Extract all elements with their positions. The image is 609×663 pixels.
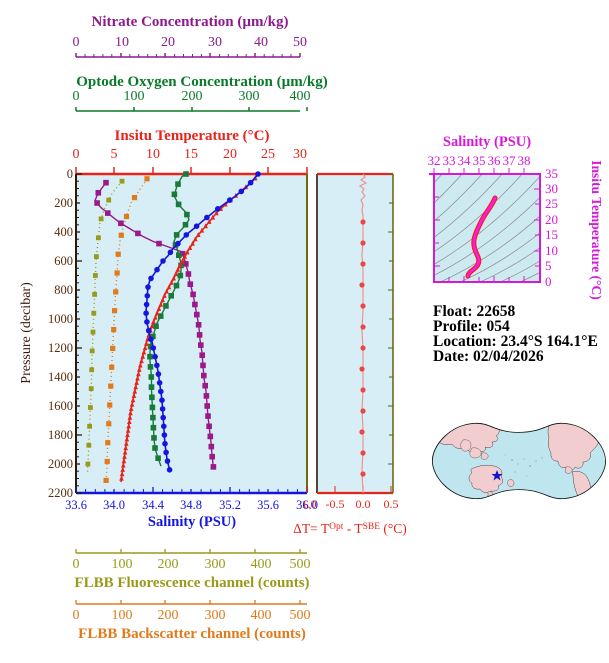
svg-text:Optode Oxygen Concentration (µ: Optode Oxygen Concentration (µm/kg) xyxy=(76,74,328,90)
svg-text:35: 35 xyxy=(545,166,558,181)
svg-text:100: 100 xyxy=(112,608,133,623)
svg-text:20: 20 xyxy=(223,147,237,162)
svg-text:5: 5 xyxy=(111,147,118,162)
svg-text:33: 33 xyxy=(443,153,456,168)
svg-text:-0.5: -0.5 xyxy=(326,497,345,511)
svg-text:30: 30 xyxy=(208,35,222,50)
svg-text:Pressure (decibar): Pressure (decibar) xyxy=(19,282,34,384)
svg-text:37: 37 xyxy=(503,153,517,168)
svg-text:400: 400 xyxy=(54,225,73,239)
svg-text:1.0: 1.0 xyxy=(302,497,317,511)
svg-text:34.0: 34.0 xyxy=(103,498,125,512)
svg-text:15: 15 xyxy=(545,227,558,242)
svg-text:10: 10 xyxy=(146,147,160,162)
svg-text:400: 400 xyxy=(290,89,311,104)
svg-text:40: 40 xyxy=(254,35,268,50)
svg-text:1000: 1000 xyxy=(48,312,73,326)
svg-text:800: 800 xyxy=(54,283,73,297)
svg-text:50: 50 xyxy=(293,35,307,50)
svg-text:0: 0 xyxy=(73,89,80,104)
svg-text:0: 0 xyxy=(545,274,552,289)
svg-text:0: 0 xyxy=(73,557,80,572)
svg-text:2000: 2000 xyxy=(48,457,73,471)
svg-text:5: 5 xyxy=(545,258,552,273)
svg-text:FLBB Backscatter channel (coun: FLBB Backscatter channel (counts) xyxy=(78,626,306,642)
svg-text:500: 500 xyxy=(290,608,311,623)
svg-text:10: 10 xyxy=(115,35,129,50)
svg-text:36: 36 xyxy=(488,153,502,168)
svg-text:500: 500 xyxy=(290,557,311,572)
svg-text:100: 100 xyxy=(112,557,133,572)
svg-text:10: 10 xyxy=(545,243,558,258)
svg-text:300: 300 xyxy=(205,557,226,572)
svg-text:0: 0 xyxy=(73,147,80,162)
svg-text:0.0: 0.0 xyxy=(356,497,371,511)
svg-text:25: 25 xyxy=(261,147,275,162)
svg-text:34.4: 34.4 xyxy=(142,498,165,512)
svg-text:25: 25 xyxy=(545,196,558,211)
svg-text:Date: 02/04/2026: Date: 02/04/2026 xyxy=(433,348,544,365)
svg-text:0: 0 xyxy=(73,35,80,50)
svg-text:1600: 1600 xyxy=(48,399,73,413)
svg-text:30: 30 xyxy=(293,147,307,162)
svg-text:200: 200 xyxy=(158,608,179,623)
svg-text:400: 400 xyxy=(251,608,272,623)
svg-text:Salinity (PSU): Salinity (PSU) xyxy=(148,514,236,530)
svg-text:35.2: 35.2 xyxy=(219,498,241,512)
svg-text:0: 0 xyxy=(67,167,73,181)
svg-text:32: 32 xyxy=(428,153,441,168)
svg-text:400: 400 xyxy=(251,557,272,572)
svg-text:600: 600 xyxy=(54,254,73,268)
svg-text:300: 300 xyxy=(205,608,226,623)
svg-text:Nitrate Concentration (µm/kg): Nitrate Concentration (µm/kg) xyxy=(92,14,289,30)
svg-text:Insitu Temperature (°C): Insitu Temperature (°C) xyxy=(589,160,604,299)
svg-text:1800: 1800 xyxy=(48,428,73,442)
svg-text:200: 200 xyxy=(158,557,179,572)
svg-text:35.6: 35.6 xyxy=(257,498,279,512)
svg-text:20: 20 xyxy=(161,35,175,50)
svg-text:Salinity (PSU): Salinity (PSU) xyxy=(443,134,531,150)
svg-text:100: 100 xyxy=(124,89,145,104)
svg-text:20: 20 xyxy=(545,212,558,227)
svg-text:FLBB Fluorescence channel (cou: FLBB Fluorescence channel (counts) xyxy=(74,575,309,591)
svg-text:200: 200 xyxy=(54,196,73,210)
svg-text:34: 34 xyxy=(458,153,472,168)
svg-text:0.5: 0.5 xyxy=(384,497,399,511)
svg-text:38: 38 xyxy=(518,153,531,168)
svg-text:33.6: 33.6 xyxy=(65,498,87,512)
svg-text:34.8: 34.8 xyxy=(180,498,202,512)
svg-text:35: 35 xyxy=(473,153,486,168)
svg-text:200: 200 xyxy=(182,89,203,104)
svg-text:ΔT= TOpt - TSBE (°C): ΔT= TOpt - TSBE (°C) xyxy=(293,521,407,536)
svg-text:30: 30 xyxy=(545,181,558,196)
svg-text:1200: 1200 xyxy=(48,341,73,355)
svg-text:0: 0 xyxy=(73,608,80,623)
svg-text:300: 300 xyxy=(239,89,260,104)
svg-text:Insitu Temperature (°C): Insitu Temperature (°C) xyxy=(115,128,270,144)
svg-text:15: 15 xyxy=(184,147,198,162)
svg-text:1400: 1400 xyxy=(48,370,73,384)
